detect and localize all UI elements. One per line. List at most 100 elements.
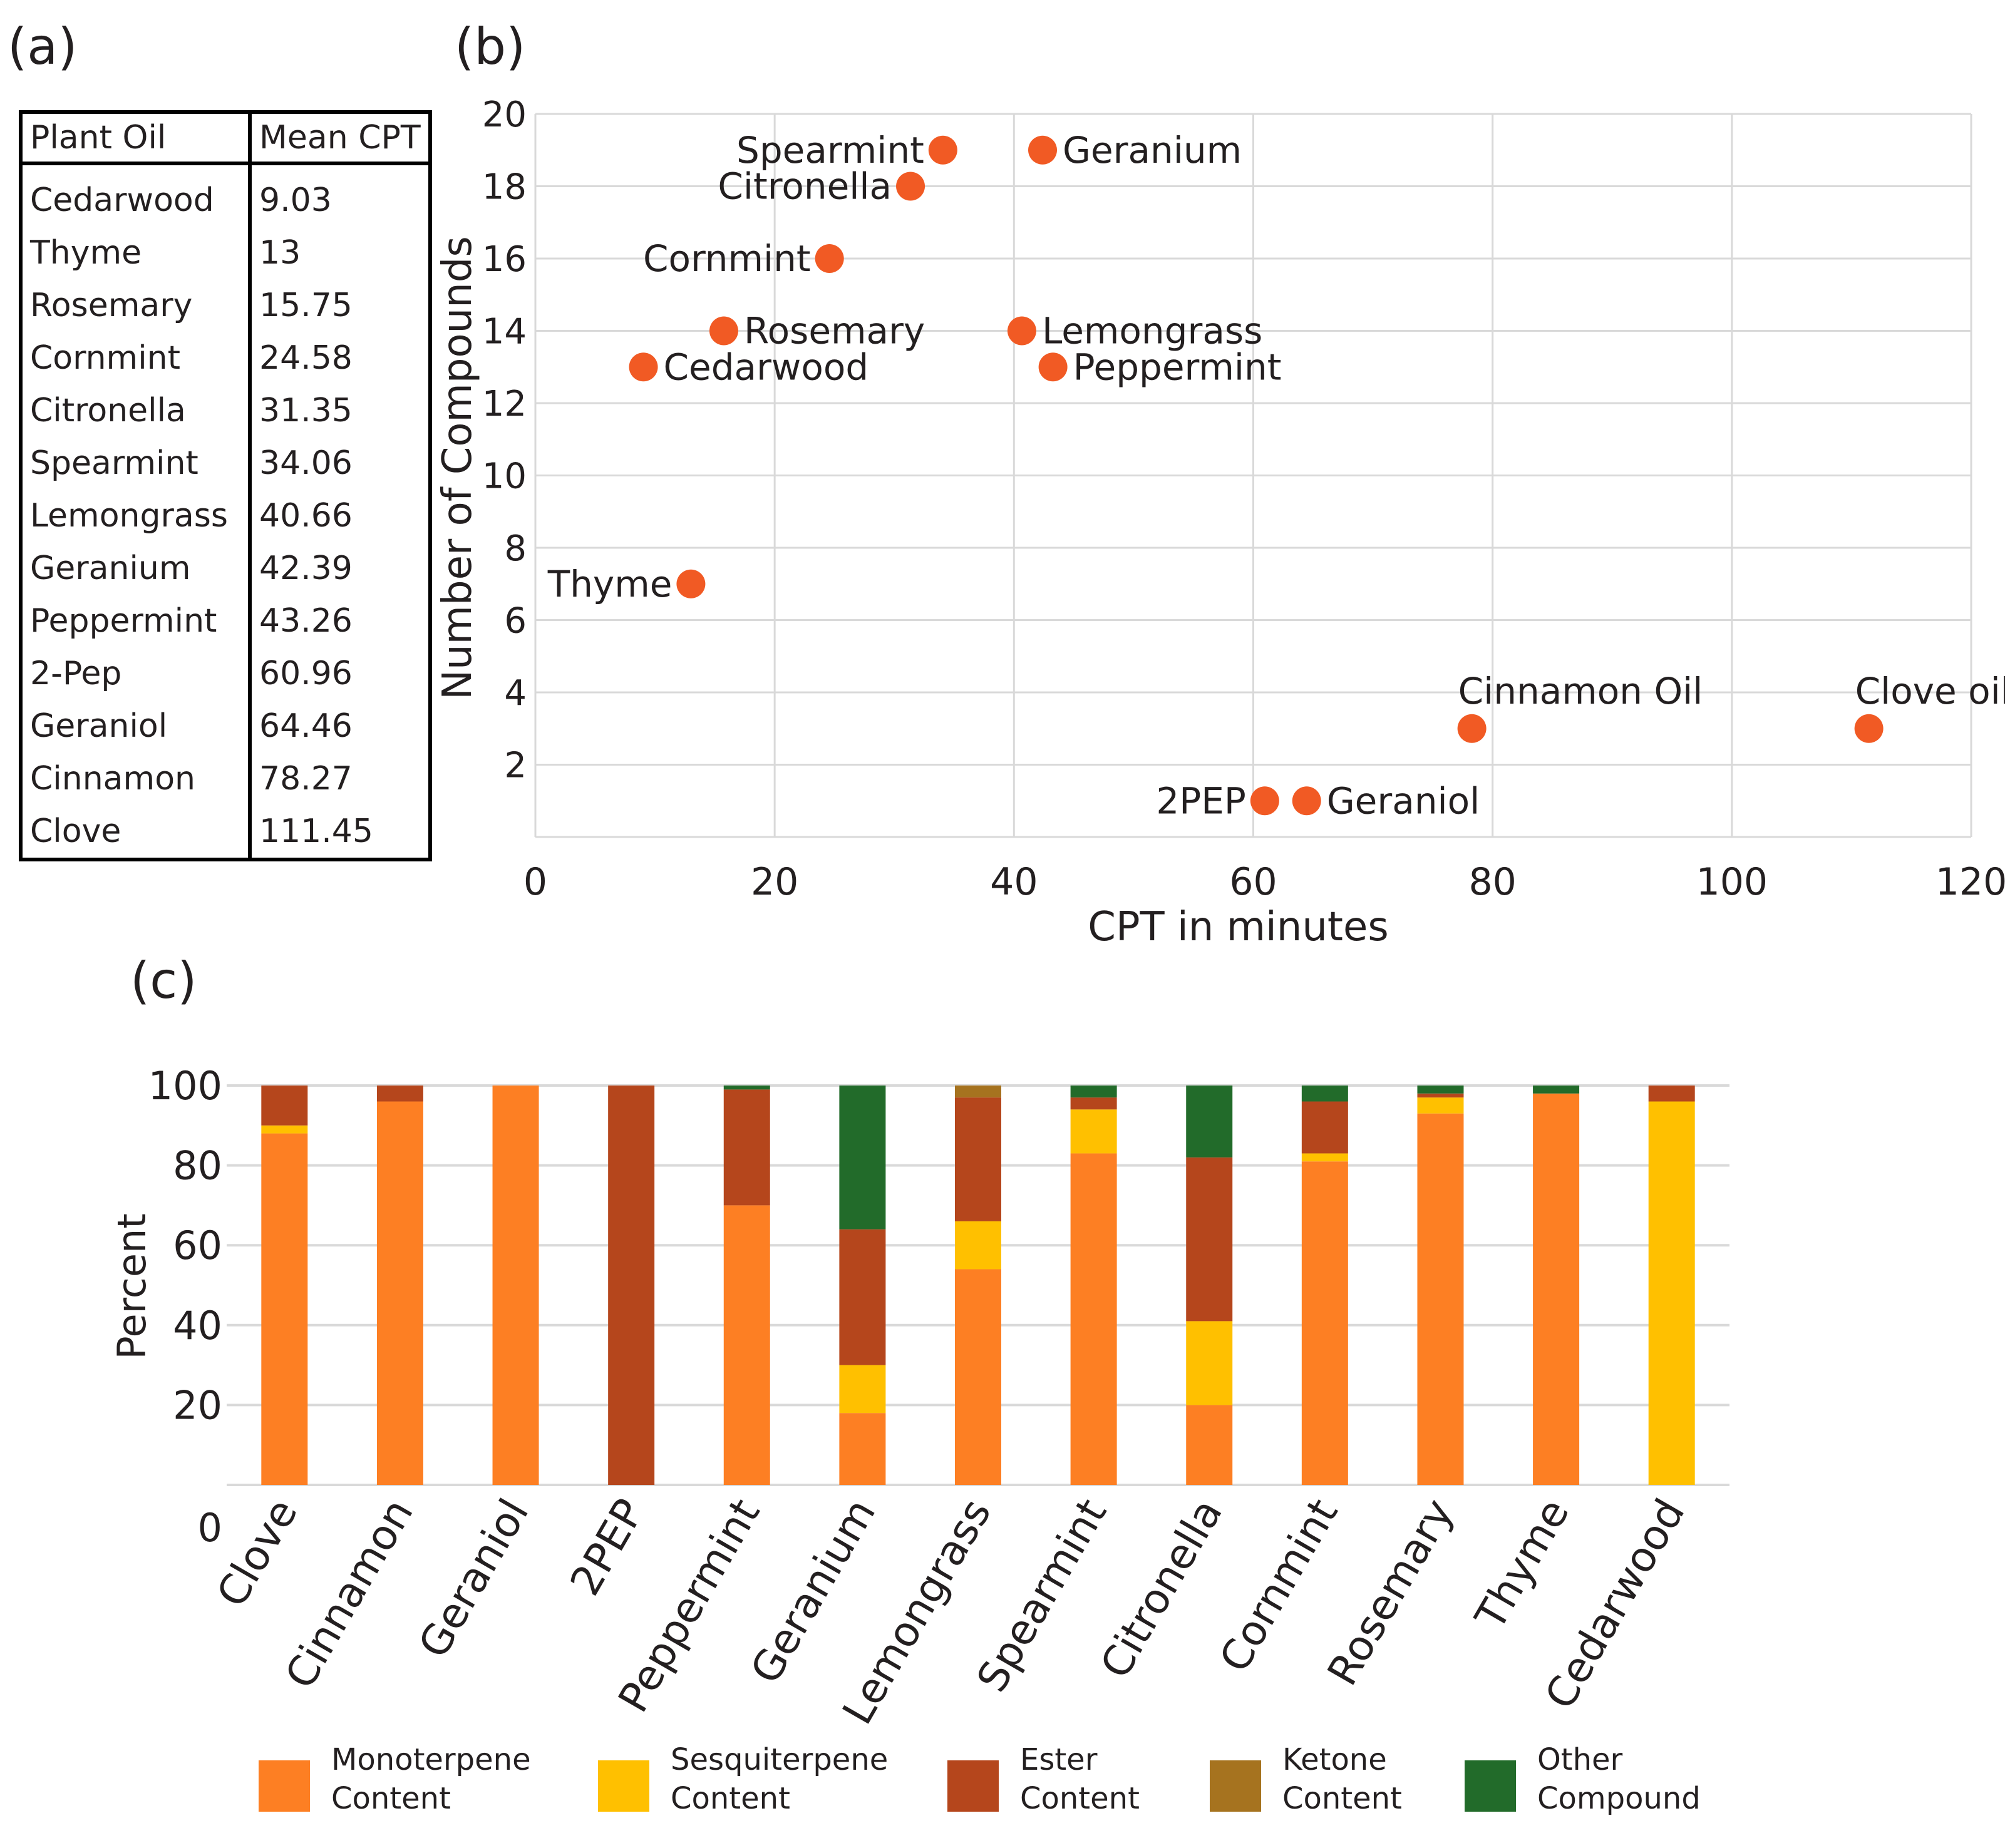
bar-segment — [608, 1086, 655, 1485]
scatter-point — [928, 135, 957, 165]
table-cell-cpt: 78.27 — [248, 752, 432, 805]
table-cell-oil: Thyme — [19, 227, 252, 279]
table-row: Geraniol 64.46 — [19, 700, 432, 752]
point-label: Clove oil — [1855, 670, 2005, 712]
table-header-plant-oil: Plant Oil — [19, 110, 252, 165]
table-cell-oil: Rosemary — [19, 279, 252, 332]
point-label: 2PEP — [1156, 779, 1246, 822]
scatter-point — [1854, 714, 1884, 743]
y-tick-label: 14 — [482, 312, 527, 352]
table-cell-cpt: 9.03 — [248, 163, 432, 227]
x-tick-label: 100 — [1696, 860, 1768, 904]
table-row: Peppermint 43.26 — [19, 595, 432, 647]
y-tick-label: 60 — [173, 1223, 222, 1268]
bar-segment — [376, 1101, 423, 1485]
table-cell-cpt: 15.75 — [248, 279, 432, 332]
table-row: Spearmint 34.06 — [19, 437, 432, 490]
table-cell-cpt: 24.58 — [248, 332, 432, 384]
point-label: Cinnamon Oil — [1458, 670, 1703, 712]
bar-segment — [839, 1086, 886, 1229]
table-row: Lemongrass 40.66 — [19, 490, 432, 542]
bar-segment — [261, 1125, 308, 1134]
table-cell-oil: Geranium — [19, 542, 252, 595]
table-row: Geranium 42.39 — [19, 542, 432, 595]
legend-label: Sesquiterpene Content — [671, 1742, 888, 1816]
table-row: 2-Pep 60.96 — [19, 647, 432, 700]
bar-segment — [1417, 1097, 1464, 1114]
bar-segment — [492, 1086, 539, 1485]
legend-label: Other Compound — [1537, 1742, 1701, 1816]
y-tick-label: 20 — [482, 95, 527, 135]
panel-label-c: (c) — [130, 952, 197, 1010]
scatter-point — [1250, 786, 1279, 816]
bar-segment — [1301, 1101, 1348, 1154]
point-label: Geranium — [1063, 129, 1242, 172]
table-cell-oil: 2-Pep — [19, 647, 252, 700]
bar-segment — [839, 1229, 886, 1365]
bar-segment — [1533, 1093, 1580, 1485]
bar-segment — [1186, 1321, 1233, 1405]
table-cell-oil: Citronella — [19, 384, 252, 437]
table-row: Clove 111.45 — [19, 805, 432, 861]
panel-label-b: (b) — [455, 18, 526, 76]
point-label: Cedarwood — [664, 346, 869, 388]
table-header-mean-cpt: Mean CPT — [248, 110, 432, 165]
y-axis-label: Number of Compounds — [435, 236, 481, 700]
legend-label: Monoterpene Content — [331, 1742, 531, 1816]
table-row: Cinnamon 78.27 — [19, 752, 432, 805]
scatter-point — [629, 352, 658, 382]
table-cell-cpt: 13 — [248, 227, 432, 279]
bar-segment — [839, 1413, 886, 1485]
x-tick-label: 60 — [1229, 860, 1277, 904]
table-cell-cpt: 34.06 — [248, 437, 432, 490]
point-label: Lemongrass — [1042, 310, 1262, 352]
y-tick-label: 20 — [173, 1382, 222, 1428]
table-cell-oil: Spearmint — [19, 437, 252, 490]
table-cell-oil: Cornmint — [19, 332, 252, 384]
legend-swatch — [1465, 1760, 1516, 1812]
scatter-point — [896, 172, 925, 201]
point-label: Thyme — [547, 563, 673, 605]
legend-swatch — [259, 1760, 310, 1812]
bar-segment — [839, 1365, 886, 1414]
point-label: Geraniol — [1327, 779, 1480, 822]
bar-segment — [1070, 1153, 1117, 1485]
legend-label: Ester Content — [1020, 1742, 1140, 1816]
scatter-point — [676, 569, 706, 598]
scatter-point — [709, 316, 738, 346]
x-tick-label: Cornmint — [1210, 1491, 1348, 1680]
table-header-row: Plant Oil Mean CPT — [19, 110, 432, 165]
table-row: Cedarwood 9.03 — [19, 163, 432, 227]
table-cell-oil: Peppermint — [19, 595, 252, 647]
bar-segment — [261, 1133, 308, 1485]
table-row: Cornmint 24.58 — [19, 332, 432, 384]
panel-label-a: (a) — [8, 18, 78, 76]
table-cell-cpt: 111.45 — [248, 805, 432, 861]
table-cell-cpt: 42.39 — [248, 542, 432, 595]
y-tick-label: 8 — [504, 528, 527, 569]
bar-segment — [1070, 1097, 1117, 1110]
y-tick-label: 2 — [504, 746, 527, 786]
bar-segment — [1648, 1101, 1695, 1485]
x-tick-label: 20 — [751, 860, 798, 904]
table-cell-cpt: 31.35 — [248, 384, 432, 437]
scatter-point — [1028, 135, 1058, 165]
y-tick-label: 12 — [482, 384, 527, 424]
y-tick-label: 4 — [504, 673, 527, 714]
y-tick-label: 16 — [482, 239, 527, 280]
y-tick-label: 0 — [198, 1505, 222, 1551]
legend-swatch — [1210, 1760, 1261, 1812]
y-tick-label: 10 — [482, 456, 527, 497]
table-cell-cpt: 60.96 — [248, 647, 432, 700]
table-row: Citronella 31.35 — [19, 384, 432, 437]
x-tick-label: Thyme — [1466, 1491, 1579, 1638]
point-label: Peppermint — [1073, 346, 1282, 388]
x-tick-label: Geraniol — [410, 1491, 539, 1666]
table-cell-cpt: 40.66 — [248, 490, 432, 542]
x-tick-label: 0 — [523, 860, 547, 904]
bar-segment — [1533, 1086, 1580, 1094]
bar-segment — [1186, 1157, 1233, 1322]
bar-segment — [1186, 1086, 1233, 1158]
point-label: Cornmint — [643, 237, 811, 280]
